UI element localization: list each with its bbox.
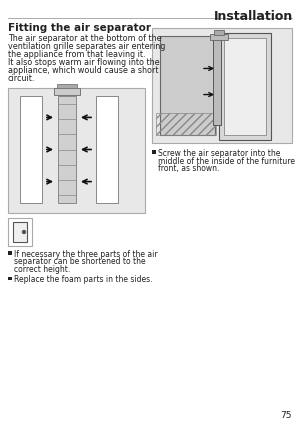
Bar [20, 96, 42, 203]
Text: middle of the inside of the furniture: middle of the inside of the furniture [158, 156, 295, 165]
Bar [152, 28, 292, 143]
Text: circuit.: circuit. [8, 74, 35, 83]
Circle shape [22, 230, 26, 233]
Bar [210, 34, 228, 40]
Bar [8, 277, 11, 280]
Text: front, as shown.: front, as shown. [158, 164, 219, 173]
Bar [57, 84, 77, 88]
Bar [8, 251, 11, 255]
Text: appliance, which would cause a short: appliance, which would cause a short [8, 66, 158, 75]
Bar [224, 38, 266, 135]
Bar [156, 113, 216, 135]
Bar [58, 96, 76, 203]
Bar [13, 222, 27, 242]
Bar [8, 88, 145, 213]
Text: If necessary the three parts of the air: If necessary the three parts of the air [14, 250, 158, 259]
Text: Installation: Installation [214, 10, 293, 23]
Bar [160, 36, 215, 135]
Bar [213, 38, 221, 125]
Bar [214, 30, 224, 35]
Bar [152, 150, 155, 153]
Bar [96, 96, 118, 203]
Text: It also stops warm air flowing into the: It also stops warm air flowing into the [8, 58, 160, 67]
Text: 75: 75 [280, 411, 292, 420]
Bar [8, 218, 32, 246]
Text: separator can be shortened to the: separator can be shortened to the [14, 258, 146, 266]
Bar [219, 33, 271, 140]
Text: the appliance from that leaving it.: the appliance from that leaving it. [8, 50, 145, 59]
Text: ventilation grille separates air entering: ventilation grille separates air enterin… [8, 42, 165, 51]
Text: Replace the foam parts in the sides.: Replace the foam parts in the sides. [14, 275, 152, 284]
Text: Screw the air separator into the: Screw the air separator into the [158, 149, 280, 158]
Bar [54, 88, 80, 95]
Text: The air separator at the bottom of the: The air separator at the bottom of the [8, 34, 162, 43]
Text: Fitting the air separator: Fitting the air separator [8, 23, 151, 33]
Text: correct height.: correct height. [14, 265, 70, 274]
